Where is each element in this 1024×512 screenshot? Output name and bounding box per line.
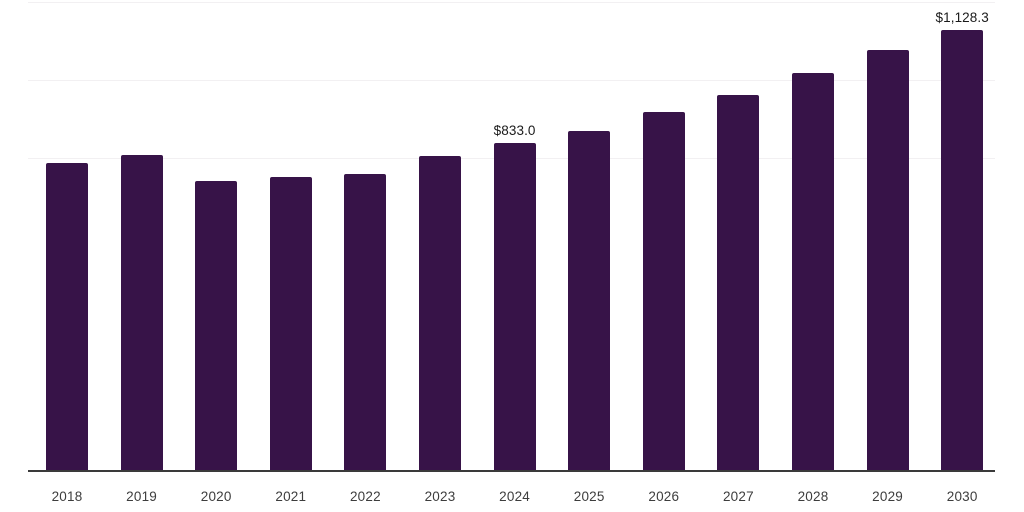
x-tick-2025: 2025	[573, 489, 605, 504]
x-tick-2024: 2024	[499, 489, 531, 504]
x-tick-2023: 2023	[424, 489, 456, 504]
bar-2030[interactable]	[941, 30, 984, 470]
bar-value-label-2030: $1,128.3	[935, 10, 989, 25]
bar-2018[interactable]	[46, 163, 88, 470]
bar-2020[interactable]	[195, 181, 238, 470]
bar-2022[interactable]	[344, 174, 387, 470]
x-axis-tick-labels: 2018 2019 2020 2021 2022 2023 2024 2025 2026 2027…	[0, 471, 1024, 512]
bar-2025[interactable]	[568, 131, 611, 470]
bar-2026[interactable]	[642, 112, 685, 470]
gridline	[28, 80, 995, 81]
bar-2019[interactable]	[120, 155, 163, 470]
bar-2028[interactable]	[792, 73, 834, 470]
x-tick-2029: 2029	[872, 489, 904, 504]
x-tick-2027: 2027	[722, 489, 754, 504]
bar-value-label-2024: $833.0	[493, 123, 536, 138]
bar-2027[interactable]	[717, 95, 760, 470]
bar-2023[interactable]	[419, 156, 461, 470]
bar-2024[interactable]	[493, 143, 536, 470]
x-tick-2022: 2022	[349, 489, 381, 504]
x-tick-2026: 2026	[648, 489, 680, 504]
x-tick-2028: 2028	[797, 489, 829, 504]
x-tick-2020: 2020	[200, 489, 232, 504]
bar-2029[interactable]	[866, 50, 909, 470]
x-axis-baseline	[28, 470, 995, 472]
gridline	[28, 2, 995, 3]
x-tick-2018: 2018	[51, 489, 83, 504]
x-tick-2019: 2019	[126, 489, 158, 504]
x-tick-2021: 2021	[275, 489, 307, 504]
x-tick-2030: 2030	[946, 489, 978, 504]
bar-2021[interactable]	[269, 177, 312, 470]
